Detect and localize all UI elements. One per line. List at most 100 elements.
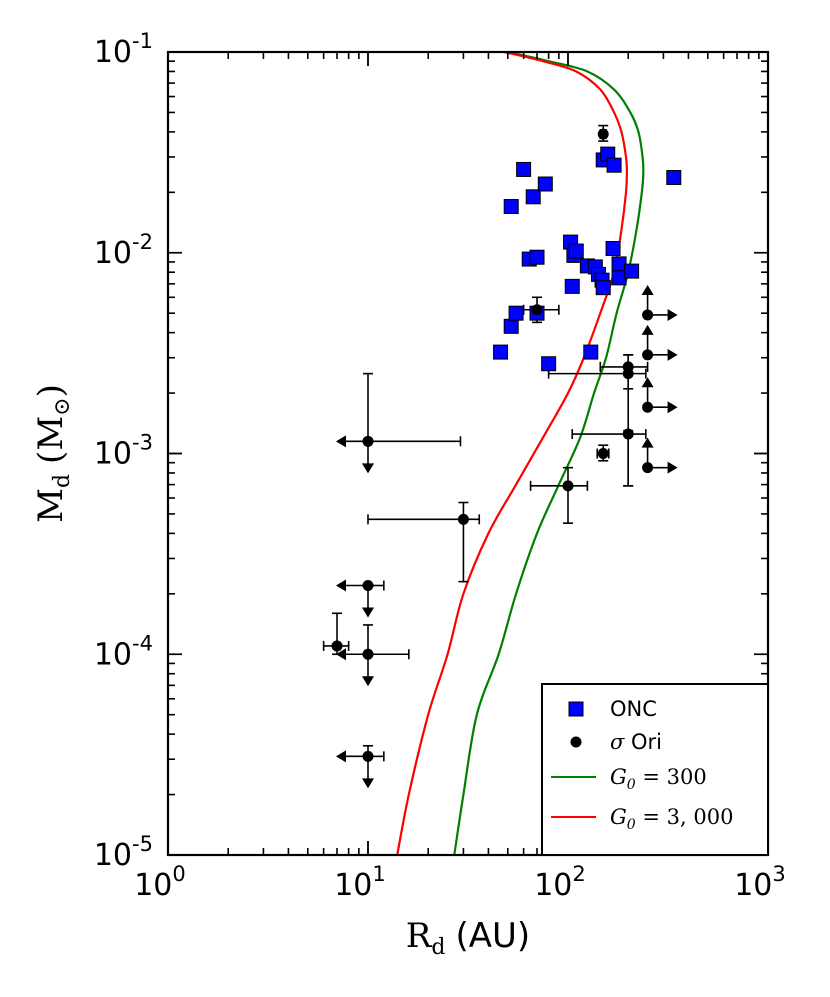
x-tick-exponent: 0 <box>172 862 185 886</box>
limit-arrowhead <box>667 308 678 321</box>
legend-g300-rest: = 300 <box>636 765 707 789</box>
legend-g3000-label: G0 = 3, 000 <box>610 805 733 833</box>
sigma-ori-point <box>642 349 654 361</box>
x-tick-exponent: 3 <box>772 862 785 886</box>
sigma-ori-point <box>597 128 609 140</box>
y-tick-label: 10 <box>94 437 132 472</box>
onc-point <box>564 278 580 294</box>
x-axis-label-main: R <box>406 916 433 956</box>
y-tick-label: 10 <box>94 35 132 70</box>
x-axis-label-sub: d <box>431 935 445 960</box>
y-axis-label-main: M <box>31 488 71 523</box>
legend: ONC σ Ori G0 = 300 G0 = 3, 000 <box>541 683 769 856</box>
y-axis-label-sub: d <box>50 474 75 488</box>
limit-arrowhead <box>336 579 346 592</box>
onc-point <box>503 198 519 214</box>
x-tick-label: 101 <box>334 862 386 903</box>
onc-point <box>624 263 640 279</box>
onc-point <box>595 280 611 296</box>
legend-sigma-ori-marker <box>570 736 582 748</box>
y-tick-exponent: -4 <box>132 631 153 655</box>
limit-arrowhead <box>336 648 346 661</box>
y-axis-label-unit-close: ) <box>31 384 71 397</box>
onc-point <box>525 189 541 205</box>
onc-point <box>611 270 627 286</box>
y-tick-exponent: -2 <box>132 230 153 254</box>
onc-point <box>606 157 622 173</box>
y-tick-exponent: -5 <box>132 832 153 856</box>
sigma-ori-point <box>531 304 543 316</box>
y-tick-label: 10 <box>94 637 132 672</box>
sigma-ori-point <box>642 401 654 413</box>
limit-arrowhead <box>667 348 678 361</box>
onc-point <box>583 344 599 360</box>
limit-arrowhead <box>336 750 346 763</box>
sigma-ori-point <box>362 648 374 660</box>
limit-arrowhead <box>362 676 374 687</box>
limit-arrowhead <box>641 324 654 335</box>
sigma-ori-point <box>362 435 374 447</box>
onc-point <box>611 256 627 272</box>
x-tick-label: 103 <box>734 862 786 903</box>
legend-g300-sub: 0 <box>627 777 636 793</box>
model-curve <box>453 50 645 856</box>
legend-g3000-rest: = 3, 000 <box>636 805 734 829</box>
legend-g300-label: G0 = 300 <box>610 765 707 793</box>
legend-g300-g: G <box>610 765 627 789</box>
y-tick-exponent: -3 <box>132 431 153 455</box>
onc-point <box>568 243 584 259</box>
limit-arrowhead <box>667 461 678 474</box>
x-tick-base: 10 <box>734 868 772 903</box>
limit-arrowhead <box>362 463 374 474</box>
legend-sigma-symbol: σ <box>610 730 625 754</box>
x-tick-base: 10 <box>334 868 372 903</box>
sigma-ori-point <box>622 428 634 440</box>
legend-sigma-rest: Ori <box>624 730 662 754</box>
sigma-ori-point <box>642 462 654 474</box>
legend-g3000-sub: 0 <box>627 817 636 833</box>
y-tick-label: 10 <box>94 236 132 271</box>
y-axis-label-unit-sym: ⊙ <box>50 397 75 415</box>
onc-point <box>541 356 557 372</box>
plot-frame <box>166 50 770 857</box>
y-axis-label: Md (M⊙) <box>31 384 75 523</box>
x-axis-label-unit: (AU) <box>456 916 531 956</box>
limit-arrowhead <box>641 377 654 388</box>
legend-sigma-ori-label: σ Ori <box>610 730 662 754</box>
onc-point <box>493 344 509 360</box>
limit-arrowhead <box>336 435 346 448</box>
onc-point <box>516 161 532 177</box>
onc-point <box>605 240 621 256</box>
onc-point <box>529 249 545 265</box>
sigma-ori-point <box>622 361 634 373</box>
onc-point <box>537 176 553 192</box>
sigma-ori-point <box>597 448 609 459</box>
tick-layer <box>167 51 769 856</box>
sigma-ori-point <box>457 513 469 525</box>
x-tick-label: 102 <box>534 862 586 903</box>
limit-arrowhead <box>362 607 374 618</box>
model-curve <box>396 50 628 856</box>
onc-point <box>503 318 519 334</box>
y-tick-exponent: -1 <box>132 29 153 53</box>
onc-point <box>666 170 682 186</box>
sigma-ori-point <box>362 580 374 592</box>
x-tick-base: 10 <box>534 868 572 903</box>
y-axis-label-unit-open: (M <box>31 416 71 464</box>
limit-arrowhead <box>641 284 654 295</box>
sigma-ori-point <box>562 480 574 492</box>
x-axis-label: Rd (AU) <box>406 916 530 960</box>
x-tick-base: 10 <box>134 868 172 903</box>
sigma-ori-point <box>362 750 374 762</box>
limit-arrowhead <box>641 437 654 448</box>
y-tick-label: 10 <box>94 838 132 873</box>
legend-onc-label: ONC <box>610 697 657 721</box>
limit-arrowhead <box>362 778 374 789</box>
sigma-ori-point <box>642 309 654 321</box>
x-tick-exponent: 2 <box>572 862 585 886</box>
sigma-ori-point <box>331 640 343 652</box>
limit-arrowhead <box>667 401 678 414</box>
x-tick-label: 100 <box>134 862 186 903</box>
